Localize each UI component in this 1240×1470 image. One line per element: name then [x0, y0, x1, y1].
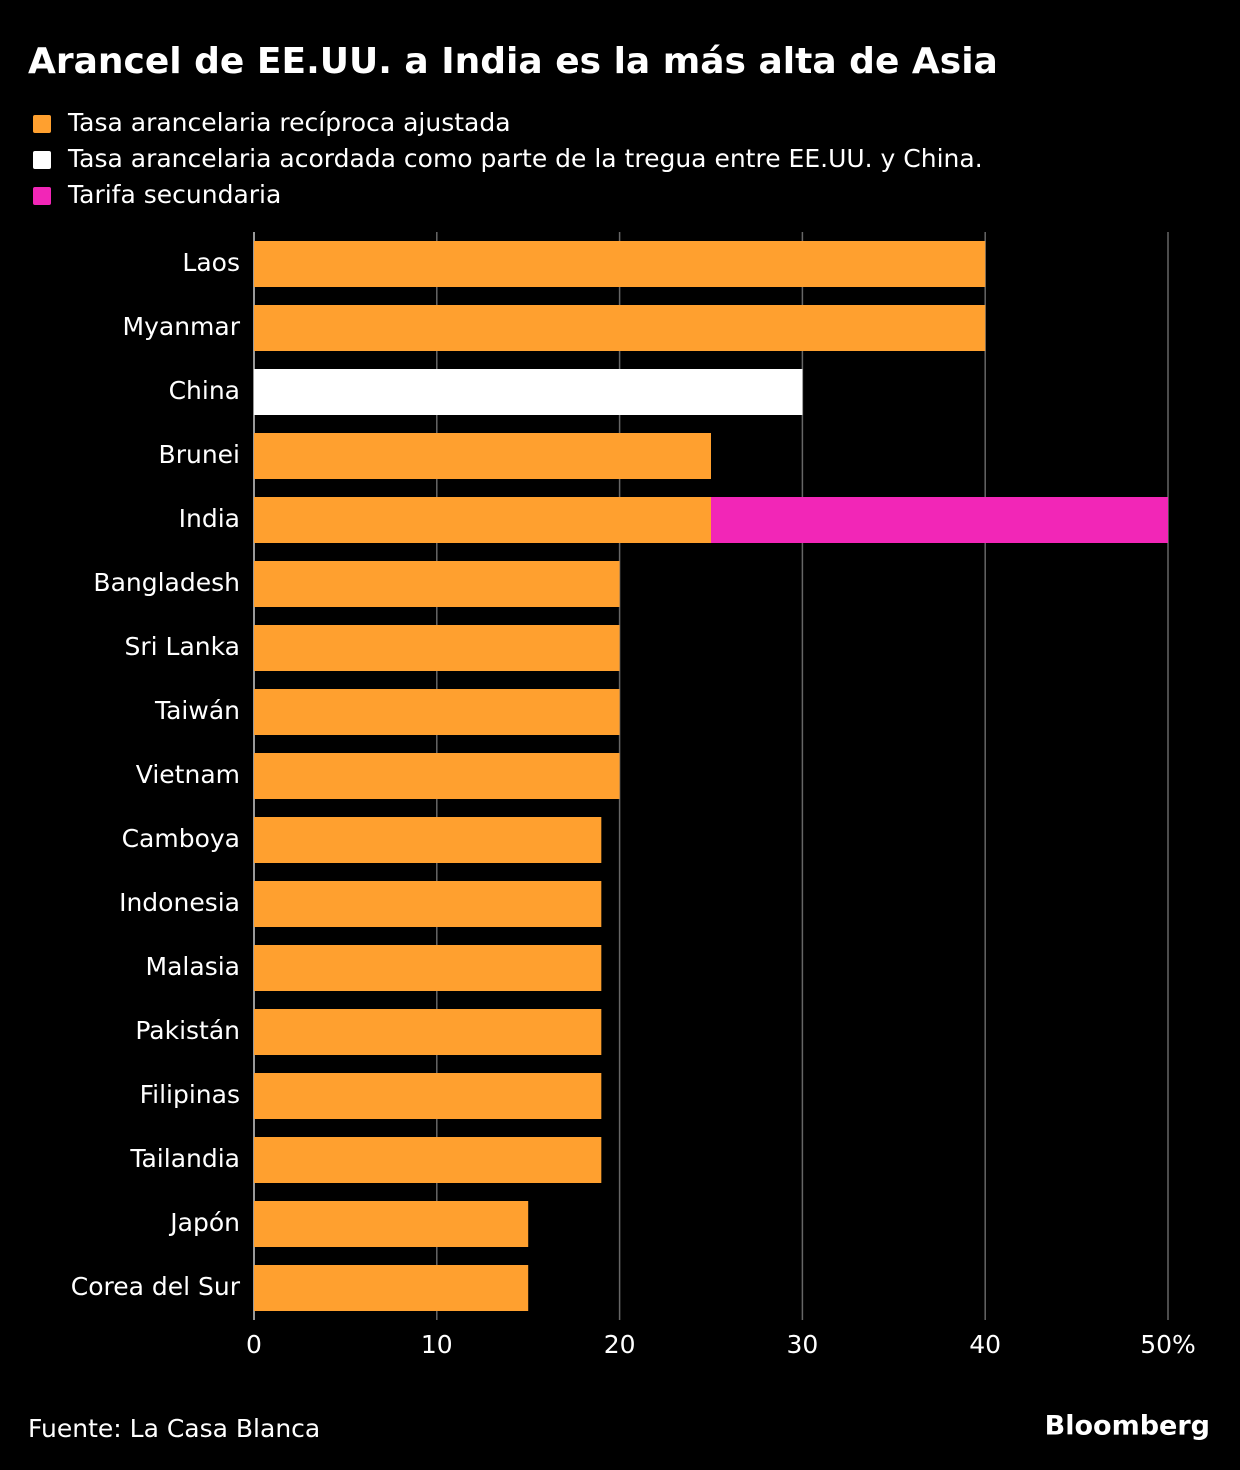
y-tick-label: Myanmar: [123, 312, 241, 341]
credit: Bloomberg: [1045, 1411, 1210, 1442]
bar: [254, 241, 986, 287]
y-tick-label: Sri Lanka: [125, 632, 241, 661]
x-tick-label: 10: [421, 1330, 453, 1359]
x-tick-label: 30: [786, 1330, 818, 1359]
bar: [254, 1073, 602, 1119]
bar: [254, 305, 986, 351]
y-tick-label: Japón: [168, 1208, 240, 1237]
y-tick-label: Indonesia: [119, 888, 240, 917]
bar: [254, 689, 620, 735]
source: Fuente: La Casa Blanca: [28, 1414, 320, 1443]
bar: [254, 817, 602, 863]
bar: [254, 625, 620, 671]
bar: [711, 497, 1168, 543]
y-tick-label: Brunei: [159, 440, 240, 469]
y-tick-label: Tailandia: [129, 1144, 240, 1173]
y-tick-label: Malasia: [146, 952, 240, 981]
bar: [254, 945, 602, 991]
y-tick-label: Bangladesh: [93, 568, 240, 597]
bar: [254, 433, 711, 479]
legend-swatch: [33, 187, 51, 205]
bar: [254, 497, 711, 543]
y-tick-label: Vietnam: [136, 760, 240, 789]
bar: [254, 1201, 529, 1247]
legend-swatch: [33, 151, 51, 169]
x-tick-label: 0: [246, 1330, 262, 1359]
legend-label: Tasa arancelaria recíproca ajustada: [67, 108, 511, 137]
legend-swatch: [33, 115, 51, 133]
bar: [254, 561, 620, 607]
y-tick-label: Corea del Sur: [71, 1272, 241, 1301]
x-tick-label: 40: [969, 1330, 1001, 1359]
legend-label: Tasa arancelaria acordada como parte de …: [67, 144, 983, 173]
y-tick-label: Pakistán: [135, 1016, 240, 1045]
y-tick-label: Camboya: [122, 824, 240, 853]
bar: [254, 1137, 602, 1183]
bar: [254, 881, 602, 927]
chart-title: Arancel de EE.UU. a India es la más alta…: [28, 41, 998, 82]
bar: [254, 369, 803, 415]
bar: [254, 753, 620, 799]
y-tick-label: India: [179, 504, 240, 533]
y-tick-label: China: [169, 376, 240, 405]
x-tick-label: 50%: [1140, 1330, 1196, 1359]
y-tick-label: Laos: [182, 248, 240, 277]
y-tick-label: Taiwán: [154, 696, 240, 725]
bar: [254, 1265, 529, 1311]
legend-label: Tarifa secundaria: [67, 180, 281, 209]
y-tick-label: Filipinas: [140, 1080, 240, 1109]
bar: [254, 1009, 602, 1055]
x-tick-label: 20: [604, 1330, 636, 1359]
